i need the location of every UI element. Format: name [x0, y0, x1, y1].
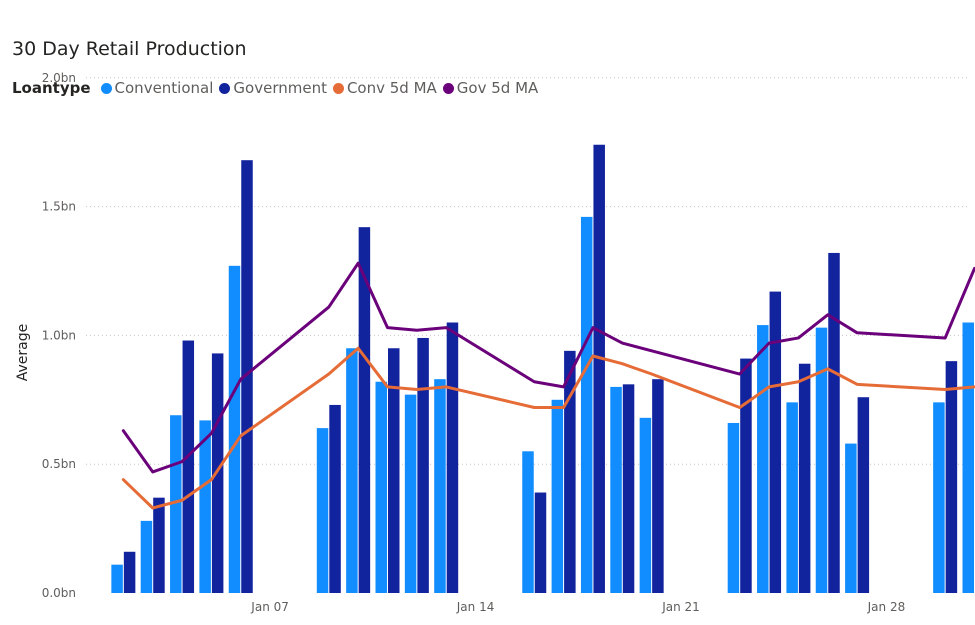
bar-conventional[interactable]	[522, 451, 534, 593]
bar-conventional[interactable]	[199, 420, 211, 593]
bar-government[interactable]	[153, 497, 165, 593]
bar-conventional[interactable]	[316, 428, 329, 593]
legend-item-conv-5d-ma[interactable]: Conv 5d MA	[332, 79, 437, 97]
bar-conventional[interactable]	[757, 325, 769, 593]
bar-government[interactable]	[769, 291, 782, 593]
bar-conventional[interactable]	[727, 422, 740, 593]
bar-government[interactable]	[211, 353, 224, 593]
bar-government[interactable]	[388, 348, 400, 593]
bar-government[interactable]	[534, 492, 547, 593]
y-axis-title: Average	[15, 324, 31, 382]
bar-conventional[interactable]	[228, 265, 241, 593]
y-tick-label: 1.5bn	[42, 200, 76, 214]
bar-conventional[interactable]	[815, 327, 828, 593]
y-tick-label: 1.0bn	[42, 328, 76, 342]
bar-government[interactable]	[945, 361, 958, 593]
legend-label-conv-5d-ma: Conv 5d MA	[346, 79, 437, 97]
bar-conventional[interactable]	[580, 216, 593, 593]
x-tick-label: Jan 07	[250, 600, 289, 614]
chart-legend: Loantype Conventional Government Conv 5d…	[12, 79, 544, 97]
x-tick-label: Jan 21	[661, 600, 700, 614]
y-tick-label: 0.0bn	[42, 586, 76, 600]
line-conv-5d-ma[interactable]	[121, 346, 975, 510]
bar-government[interactable]	[123, 551, 136, 593]
bar-government[interactable]	[622, 384, 635, 593]
axes: 0.0bn 0.5bn 1.0bn 1.5bn 2.0bn Jan 07 Jan 14 Jan…	[15, 71, 905, 614]
bars	[111, 144, 975, 594]
chart-title: 30 Day Retail Production	[12, 38, 247, 60]
legend-title: Loantype	[12, 79, 91, 97]
bar-conventional[interactable]	[639, 417, 652, 593]
legend-item-government[interactable]: Government	[219, 79, 327, 97]
bar-conventional[interactable]	[434, 379, 446, 593]
bar-conventional[interactable]	[111, 564, 123, 593]
legend-marker-gov-5d-ma	[442, 82, 454, 94]
y-tick-label: 0.5bn	[42, 457, 76, 471]
legend-marker-government	[219, 82, 231, 94]
bar-government[interactable]	[798, 363, 811, 593]
bar-government[interactable]	[652, 379, 664, 593]
legend-label-government: Government	[233, 79, 327, 97]
x-tick-label: Jan 28	[867, 600, 906, 614]
bar-government[interactable]	[446, 322, 459, 594]
line-gov-5d-ma[interactable]	[121, 261, 975, 474]
legend-item-gov-5d-ma[interactable]: Gov 5d MA	[442, 79, 539, 97]
bar-government[interactable]	[740, 358, 752, 593]
bar-conventional[interactable]	[375, 381, 388, 593]
bar-conventional[interactable]	[610, 386, 622, 593]
ma-lines	[121, 261, 975, 510]
bar-conventional[interactable]	[551, 399, 564, 593]
bar-conventional[interactable]	[845, 443, 857, 593]
bar-government[interactable]	[182, 340, 195, 593]
legend-marker-conv-5d-ma	[332, 82, 344, 94]
legend-marker-conventional	[100, 82, 112, 94]
legend-label-gov-5d-ma: Gov 5d MA	[456, 79, 539, 97]
bar-government[interactable]	[329, 404, 341, 593]
bar-conventional[interactable]	[933, 402, 945, 593]
bar-conventional[interactable]	[404, 394, 417, 593]
bar-conventional[interactable]	[786, 402, 798, 593]
bar-government[interactable]	[828, 252, 840, 593]
bar-conventional[interactable]	[346, 348, 358, 593]
legend-item-conventional[interactable]: Conventional	[100, 79, 214, 97]
bar-government[interactable]	[358, 227, 371, 593]
bar-conventional[interactable]	[140, 520, 153, 593]
bar-government[interactable]	[417, 337, 429, 593]
bar-government[interactable]	[857, 397, 870, 593]
y-tick-label: 2.0bn	[42, 71, 76, 85]
x-tick-label: Jan 14	[456, 600, 495, 614]
bar-government[interactable]	[564, 350, 576, 593]
bar-government[interactable]	[241, 160, 253, 593]
bar-government[interactable]	[593, 144, 605, 594]
bar-conventional[interactable]	[962, 322, 975, 594]
bar-conventional[interactable]	[170, 415, 182, 593]
legend-label-conventional: Conventional	[114, 79, 214, 97]
